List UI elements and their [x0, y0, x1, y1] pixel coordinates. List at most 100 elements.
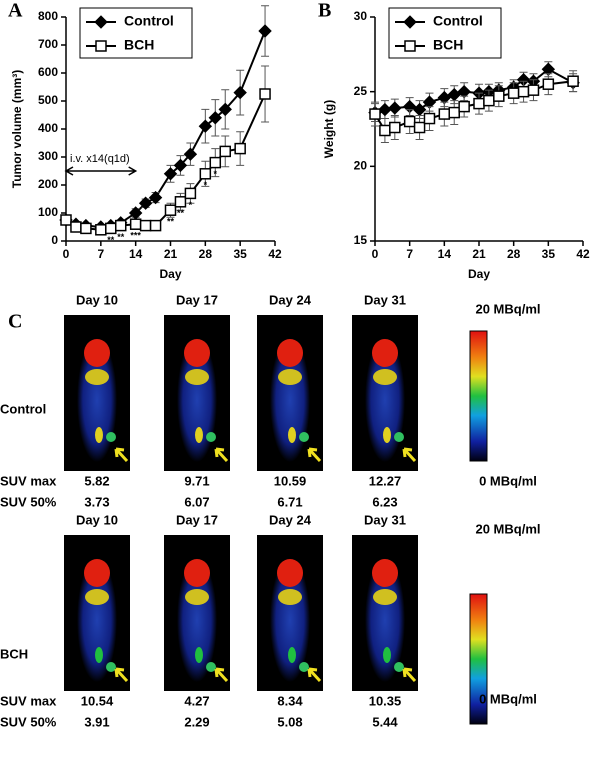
y-axis-label: Weight (g) — [322, 100, 336, 158]
series-line — [65, 30, 266, 229]
colorbar — [469, 593, 488, 725]
x-tick-label: 7 — [406, 247, 413, 261]
arrow — [114, 447, 129, 463]
marker — [209, 156, 222, 169]
pet-image — [164, 535, 230, 691]
head — [372, 339, 398, 367]
organ — [383, 427, 391, 443]
y-tick-label: 200 — [38, 177, 58, 191]
head — [277, 339, 303, 367]
arrow — [214, 667, 229, 683]
marker — [80, 222, 92, 235]
significance: * — [189, 200, 193, 210]
group-label: Control — [0, 401, 46, 416]
x-tick-label: 42 — [576, 247, 590, 261]
y-tick-label: 25 — [354, 84, 368, 98]
tumor — [106, 662, 116, 672]
marker — [164, 204, 177, 216]
day-label: Day 17 — [176, 292, 218, 307]
y-tick-label: 800 — [38, 9, 58, 23]
body — [270, 558, 310, 682]
scale-min: 0 MBq/ml — [479, 473, 537, 488]
marker — [517, 85, 530, 98]
x-tick-label: 7 — [97, 247, 104, 261]
marker — [219, 145, 231, 158]
legend-label: Control — [124, 13, 174, 29]
day-label: Day 24 — [269, 512, 312, 527]
arrow — [402, 667, 417, 683]
pet-image — [64, 535, 130, 691]
marker — [199, 168, 212, 180]
treatment-arrow — [64, 166, 138, 176]
suv-value: 8.34 — [277, 693, 303, 708]
organ — [195, 427, 203, 443]
marker — [148, 190, 163, 205]
y-tick-label: 20 — [354, 159, 368, 173]
significance: *** — [130, 231, 141, 241]
y-tick-label: 30 — [354, 9, 368, 23]
marker — [70, 221, 82, 233]
pet-image — [164, 315, 230, 471]
marker — [198, 119, 213, 133]
marker — [388, 101, 402, 115]
suv-value: 12.27 — [369, 473, 402, 488]
arrow — [214, 447, 229, 463]
y-tick-label: 600 — [38, 65, 58, 79]
significance: ** — [167, 217, 175, 227]
arrow — [114, 667, 129, 683]
row-label: SUV 50% — [0, 714, 57, 729]
organ — [95, 647, 103, 663]
marker — [163, 167, 178, 181]
scale-max: 20 MBq/ml — [475, 301, 540, 316]
x-tick-label: 14 — [438, 247, 452, 261]
marker — [507, 87, 520, 99]
panel-label: B — [318, 0, 331, 22]
marker — [95, 40, 107, 52]
body — [365, 338, 405, 462]
head — [372, 559, 398, 587]
suv-value: 6.07 — [184, 494, 209, 509]
y-tick-label: 0 — [51, 233, 58, 247]
suv-value: 9.71 — [184, 473, 209, 488]
y-tick-label: 300 — [38, 149, 58, 163]
organ — [383, 647, 391, 663]
significance: ** — [117, 232, 125, 242]
marker — [129, 218, 142, 230]
treatment-label: i.v. x14(q1d) — [70, 153, 130, 165]
group-label: BCH — [0, 646, 28, 661]
marker — [527, 84, 540, 96]
x-tick-label: 0 — [63, 247, 70, 261]
body — [77, 558, 117, 682]
tumor — [299, 432, 309, 442]
panel-label: A — [8, 0, 23, 22]
marker — [389, 121, 401, 134]
scale-min: 0 MBq/ml — [479, 691, 537, 706]
chest — [373, 369, 397, 385]
day-label: Day 10 — [76, 292, 118, 307]
chest — [278, 369, 302, 385]
marker — [483, 94, 495, 107]
legend-label: BCH — [124, 37, 154, 53]
row-label: SUV 50% — [0, 494, 57, 509]
suv-value: 5.08 — [277, 714, 302, 729]
legend-label: Control — [433, 13, 483, 29]
marker — [183, 147, 198, 161]
marker — [234, 142, 246, 155]
marker — [403, 115, 416, 128]
marker — [413, 121, 426, 134]
x-tick-label: 21 — [472, 247, 486, 261]
suv-value: 2.29 — [184, 714, 209, 729]
x-tick-label: 35 — [233, 247, 247, 261]
body — [270, 338, 310, 462]
tumor — [299, 662, 309, 672]
significance: ** — [177, 208, 185, 218]
marker — [473, 97, 485, 110]
tumor — [106, 432, 116, 442]
head — [84, 559, 110, 587]
y-tick-label: 400 — [38, 121, 58, 135]
legend-box — [388, 7, 502, 59]
marker — [438, 108, 451, 120]
head — [277, 559, 303, 587]
marker — [174, 196, 187, 208]
chest — [185, 589, 209, 605]
